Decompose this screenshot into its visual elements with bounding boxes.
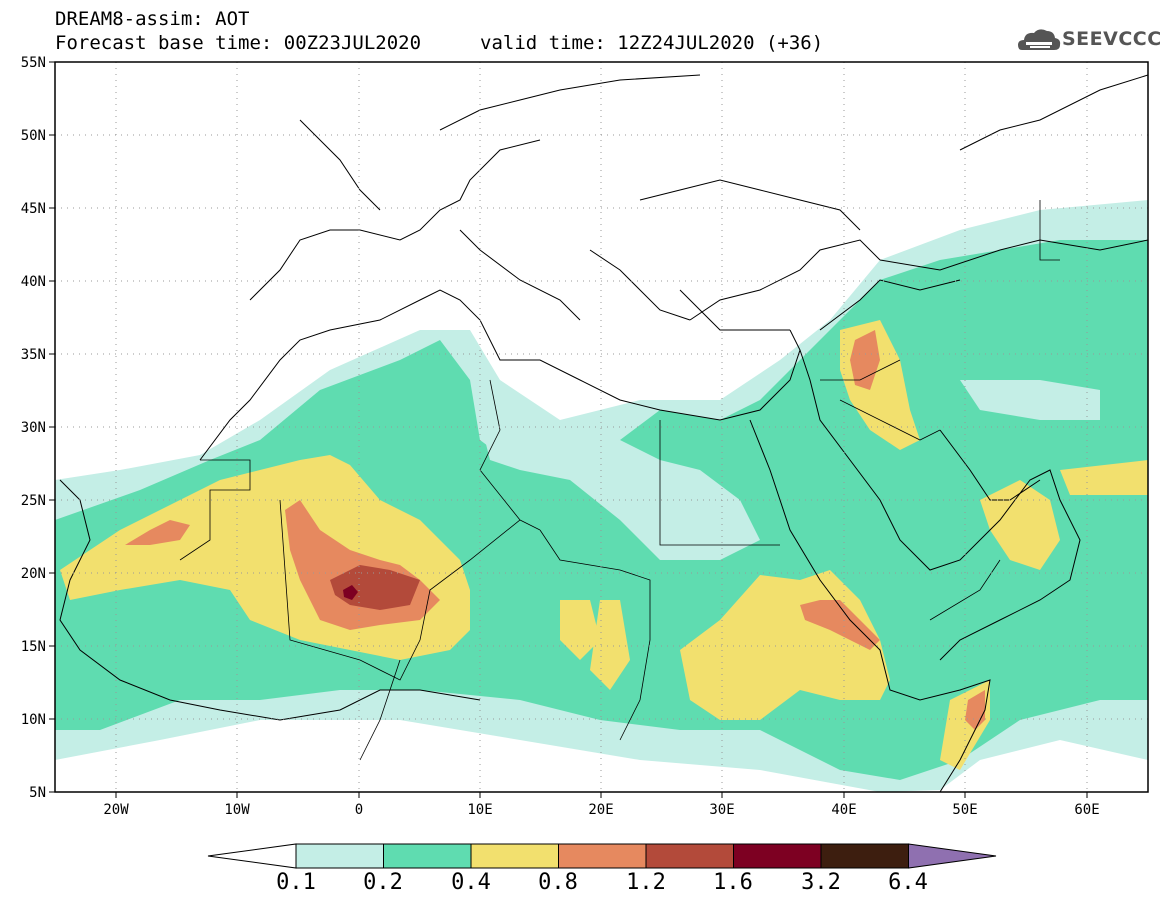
colorbar-swatch [645,843,734,869]
lat-tick-label: 15N [21,639,46,655]
lon-tick-label: 30E [709,802,734,818]
cloud-icon [1018,29,1061,50]
colorbar-swatch [558,843,647,869]
colorbar-under-arrow [207,843,297,869]
colorbar-swatch [295,843,384,869]
lon-tick-label: 60E [1074,802,1099,818]
colorbar [207,843,997,869]
lat-tick-label: 40N [21,274,46,290]
aot-band-1.6 [343,585,358,600]
lat-labels: 55N 50N 45N 40N 35N 30N 25N 20N 15N 10N … [21,55,46,801]
lat-tick-label: 35N [21,347,46,363]
lon-tick-label: 10W [224,802,250,818]
colorbar-label: 0.2 [363,870,403,895]
colorbar-label: 0.4 [451,870,491,895]
lon-tick-label: 0 [355,802,363,818]
colorbar-swatch [470,843,559,869]
lat-tick-label: 10N [21,712,46,728]
colorbar-label: 3.2 [801,870,841,895]
lat-tick-label: 45N [21,201,46,217]
lon-tick-label: 50E [952,802,977,818]
aot-band-0.1-inner [480,420,760,560]
logo-text: SEEVCCC [1062,28,1162,50]
colorbar-swatch [820,843,909,869]
lat-tick-label: 5N [29,785,46,801]
lat-tick-label: 25N [21,493,46,509]
lon-labels: 20W 10W 0 10E 20E 30E 40E 50E 60E [103,802,1099,818]
colorbar-label: 1.6 [713,870,753,895]
colorbar-swatch [383,843,472,869]
grid-lines [55,62,1148,792]
borders [179,200,1060,761]
colorbar-swatch [733,843,822,869]
tick-marks [49,61,1088,798]
lon-tick-label: 40E [831,802,856,818]
valid-time-label: valid time: 12Z24JUL2020 (+36) [480,32,824,54]
colorbar-label: 0.1 [276,870,316,895]
lat-tick-label: 55N [21,55,46,71]
map-title: DREAM8-assim: AOT [55,8,250,30]
lat-tick-label: 30N [21,420,46,436]
colorbar-label: 6.4 [888,870,928,895]
colorbar-label: 1.2 [626,870,666,895]
lon-tick-label: 10E [467,802,492,818]
colorbar-label: 0.8 [538,870,578,895]
lat-tick-label: 20N [21,566,46,582]
lat-tick-label: 50N [21,128,46,144]
coastlines [59,74,1148,792]
colorbar-over-arrow [908,843,997,869]
base-time-label: Forecast base time: 00Z23JUL2020 [55,32,422,54]
lon-tick-label: 20E [588,802,613,818]
lon-tick-label: 20W [103,802,129,818]
